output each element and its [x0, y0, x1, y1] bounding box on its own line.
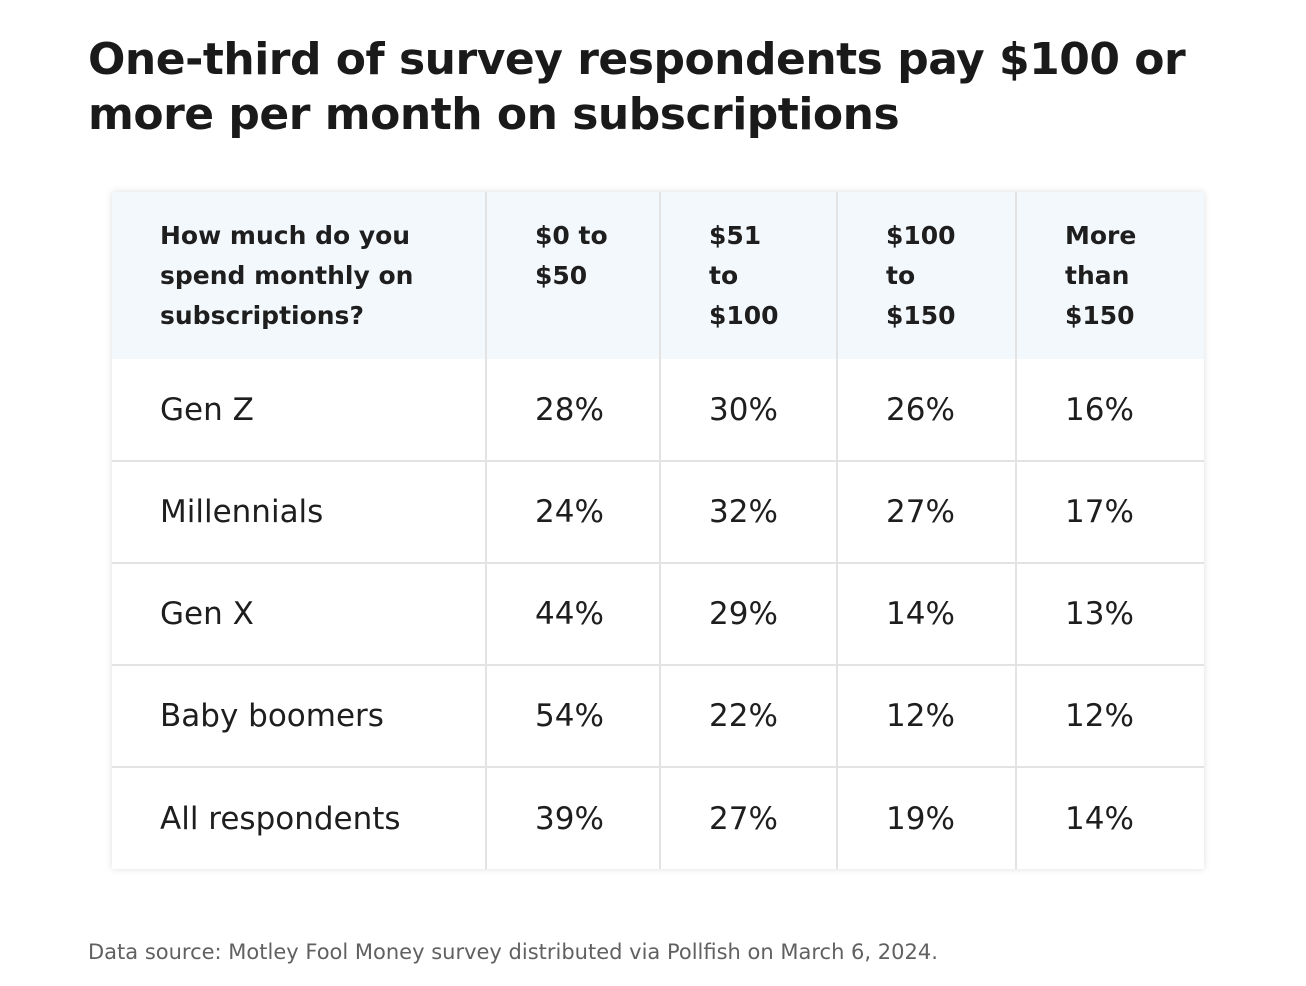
table-cell: 27% — [836, 460, 1016, 563]
table-cell: 28% — [485, 359, 660, 461]
table-cell: 19% — [836, 766, 1016, 869]
table-row-gen-x: Gen X 44% 29% 14% 13% — [112, 562, 1204, 665]
page-title: One-third of survey respondents pay $100… — [88, 34, 1186, 140]
table-cell: 13% — [1015, 562, 1204, 665]
table-row-baby-boomers: Baby boomers 54% 22% 12% 12% — [112, 664, 1204, 767]
table-cell: 39% — [485, 766, 660, 869]
table-header-row: How much do you spend monthly on subscri… — [112, 192, 1204, 359]
column-header-100-to-150: $100 to $150 — [836, 192, 1016, 359]
table-cell: 29% — [659, 562, 837, 665]
column-header-0-to-50: $0 to $50 — [485, 192, 660, 359]
table-cell: 14% — [836, 562, 1016, 665]
table-cell: 44% — [485, 562, 660, 665]
table-cell: 17% — [1015, 460, 1204, 563]
table-cell: 22% — [659, 664, 837, 767]
table-cell: 12% — [836, 664, 1016, 767]
row-label: Gen X — [112, 562, 486, 665]
data-source-note: Data source: Motley Fool Money survey di… — [88, 940, 938, 964]
table-cell: 54% — [485, 664, 660, 767]
table-cell: 14% — [1015, 766, 1204, 869]
table-cell: 24% — [485, 460, 660, 563]
column-header-question: How much do you spend monthly on subscri… — [112, 192, 486, 359]
column-header-51-to-100: $51 to $100 — [659, 192, 837, 359]
column-header-more-than-150: More than $150 — [1015, 192, 1204, 359]
subscription-spending-table: How much do you spend monthly on subscri… — [112, 192, 1204, 869]
row-label: Baby boomers — [112, 664, 486, 767]
row-label: Gen Z — [160, 391, 254, 428]
table-cell: 32% — [659, 460, 837, 563]
table-cell: 16% — [1015, 359, 1204, 461]
table-row-gen-z: Gen Z 28% 30% 26% 16% — [112, 359, 1204, 461]
table-cell: 30% — [659, 359, 837, 461]
table-cell: 12% — [1015, 664, 1204, 767]
table-cell: 26% — [836, 359, 1016, 461]
row-label: All respondents — [112, 766, 486, 869]
row-label: Millennials — [112, 460, 486, 563]
table-cell: 27% — [659, 766, 837, 869]
table-row-all-respondents: All respondents 39% 27% 19% 14% — [112, 766, 1204, 869]
table-row-millennials: Millennials 24% 32% 27% 17% — [112, 460, 1204, 563]
